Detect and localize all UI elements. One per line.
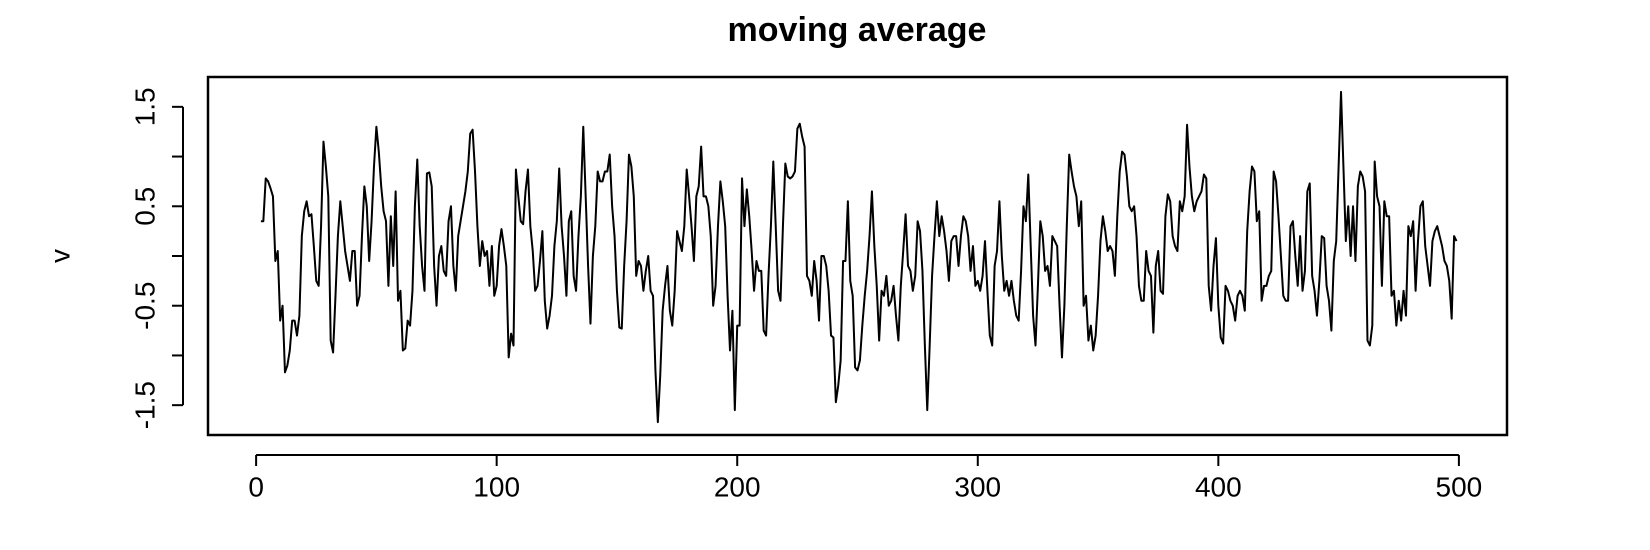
y-axis-label: v (44, 249, 75, 263)
chart-title: moving average (728, 11, 987, 49)
x-tick-label: 300 (954, 471, 1001, 502)
y-tick-label: -1.5 (129, 381, 160, 429)
plot-frame (206, 75, 1509, 437)
x-tick-label: 200 (714, 471, 761, 502)
x-tick-label: 100 (473, 471, 520, 502)
y-tick-label: 1.5 (129, 87, 160, 126)
x-tick-label: 500 (1436, 471, 1483, 502)
x-tick-label: 0 (248, 471, 264, 502)
y-tick-label: 0.5 (129, 187, 160, 226)
y-tick-label: -0.5 (129, 282, 160, 330)
data-line (260, 90, 1458, 424)
x-tick-label: 400 (1195, 471, 1242, 502)
